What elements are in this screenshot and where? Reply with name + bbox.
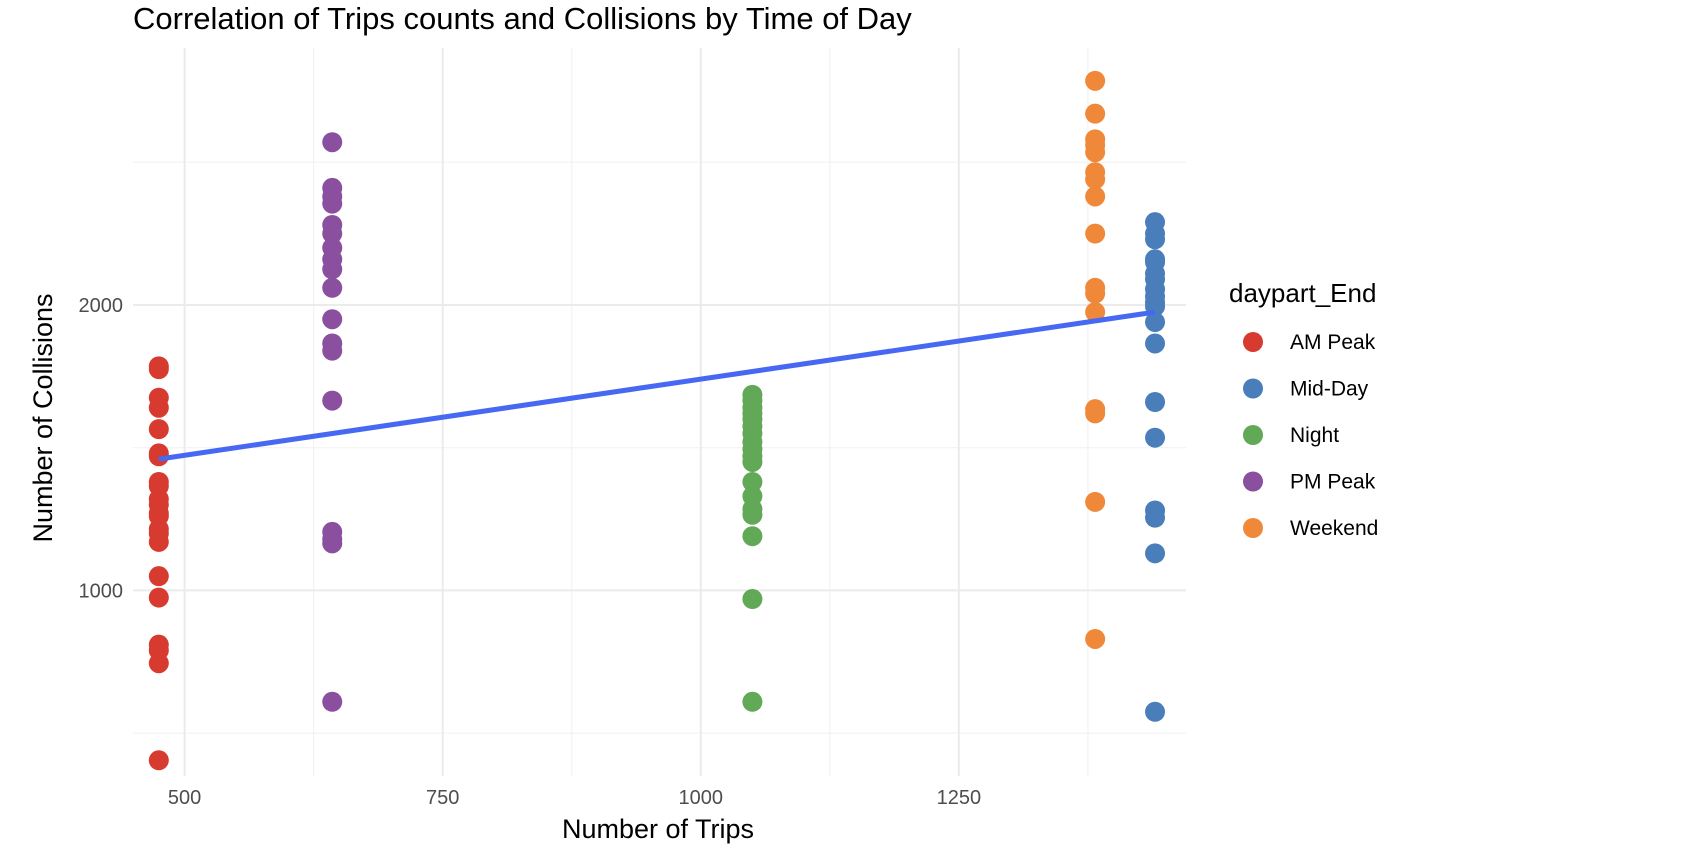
- data-point: [1085, 186, 1106, 207]
- data-point: [1145, 333, 1166, 354]
- data-point: [1085, 302, 1106, 323]
- data-points: [148, 70, 1166, 771]
- y-axis-title: Number of Collisions: [28, 293, 58, 542]
- x-tick-label: 1250: [937, 787, 982, 809]
- data-point: [1085, 142, 1106, 163]
- data-point: [1085, 283, 1106, 304]
- legend-label: Night: [1290, 424, 1339, 447]
- trend-line-group: [158, 309, 1156, 462]
- data-point: [322, 309, 343, 330]
- legend-key: [1243, 425, 1263, 445]
- data-point: [1085, 223, 1106, 244]
- legend-key: [1243, 518, 1263, 538]
- data-point: [1085, 403, 1106, 424]
- data-point: [1085, 70, 1106, 91]
- grid: [133, 48, 1186, 776]
- data-point: [148, 359, 169, 380]
- data-point: [1085, 628, 1106, 649]
- data-point: [742, 691, 763, 712]
- data-point: [148, 446, 169, 467]
- legend-label: PM Peak: [1290, 471, 1376, 494]
- data-point: [742, 588, 763, 609]
- data-point: [322, 132, 343, 153]
- legend-key: [1243, 378, 1263, 399]
- data-point: [148, 419, 169, 440]
- legend: daypart_End AM Peak Mid-Day Night PM Peak We…: [1229, 278, 1378, 540]
- tick-labels: 500 750 1000 1250 1000 2000: [79, 295, 982, 809]
- data-point: [322, 277, 343, 298]
- x-tick-label: 750: [426, 787, 459, 809]
- legend-key: [1243, 332, 1263, 352]
- data-point: [322, 223, 343, 244]
- data-point: [1145, 701, 1166, 722]
- data-point: [742, 471, 763, 492]
- data-point: [148, 397, 169, 418]
- y-tick-label: 1000: [79, 580, 124, 602]
- data-point: [742, 504, 763, 525]
- x-tick-label: 1000: [679, 787, 724, 809]
- legend-label: Weekend: [1290, 517, 1378, 540]
- data-point: [742, 526, 763, 547]
- data-point: [1085, 103, 1106, 124]
- data-point: [148, 531, 169, 552]
- x-axis-title: Number of Trips: [562, 814, 754, 844]
- data-point: [322, 193, 343, 214]
- data-point: [148, 566, 169, 587]
- y-tick-label: 2000: [79, 295, 124, 317]
- legend-label: Mid-Day: [1290, 378, 1369, 401]
- data-point: [1145, 229, 1166, 250]
- x-tick-label: 500: [168, 787, 201, 809]
- data-point: [148, 750, 169, 771]
- data-point: [1145, 543, 1166, 564]
- data-point: [322, 691, 343, 712]
- trend-line: [158, 309, 1156, 462]
- data-point: [1145, 507, 1166, 528]
- legend-title: daypart_End: [1229, 278, 1376, 308]
- data-point: [1145, 312, 1166, 333]
- data-point: [322, 340, 343, 361]
- data-point: [1145, 427, 1166, 448]
- data-point: [742, 451, 763, 472]
- legend-key: [1243, 471, 1263, 492]
- data-point: [148, 653, 169, 674]
- legend-label: AM Peak: [1290, 331, 1376, 354]
- data-point: [148, 587, 169, 608]
- data-point: [322, 533, 343, 554]
- data-point: [322, 390, 343, 411]
- chart-title: Correlation of Trips counts and Collisio…: [133, 1, 912, 36]
- data-point: [1145, 392, 1166, 413]
- data-point: [1085, 169, 1106, 190]
- data-point: [1085, 491, 1106, 512]
- data-point: [322, 259, 343, 280]
